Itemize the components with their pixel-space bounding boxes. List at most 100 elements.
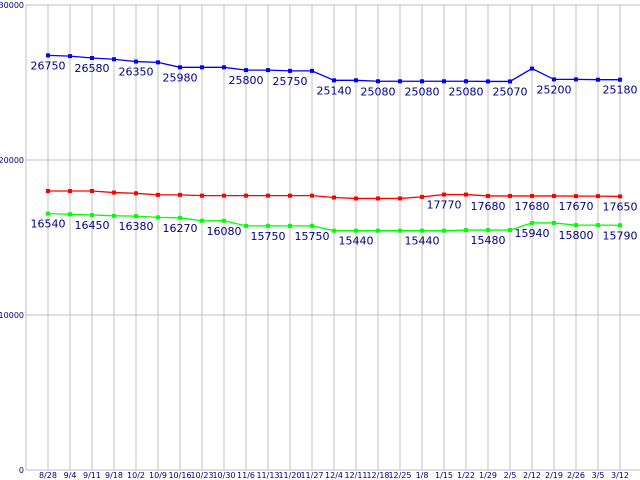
data-point bbox=[376, 79, 380, 84]
series-green: 16540 16450 16380 16270 16080 15750 15750 15440… bbox=[31, 211, 638, 248]
data-point bbox=[112, 57, 116, 62]
data-point bbox=[134, 214, 138, 219]
data-point bbox=[112, 190, 116, 195]
data-label: 16540 bbox=[31, 218, 66, 231]
data-point bbox=[200, 218, 204, 223]
data-point bbox=[244, 223, 248, 228]
data-point bbox=[376, 228, 380, 233]
x-tick-label: 12/4 bbox=[325, 471, 343, 480]
y-tick-label: 10000 bbox=[0, 311, 24, 320]
x-tick-label: 12/18 bbox=[366, 471, 389, 480]
data-point bbox=[442, 79, 446, 84]
data-label: 25080 bbox=[361, 85, 396, 98]
y-tick-label: 30000 bbox=[0, 1, 24, 10]
data-point bbox=[530, 193, 534, 198]
x-tick-label: 3/5 bbox=[592, 471, 605, 480]
data-label: 26580 bbox=[75, 62, 110, 75]
x-tick-label: 10/23 bbox=[190, 471, 213, 480]
x-tick-label: 1/15 bbox=[435, 471, 453, 480]
data-point bbox=[156, 192, 160, 197]
data-point bbox=[420, 228, 424, 233]
data-point bbox=[310, 193, 314, 198]
x-tick-label: 3/12 bbox=[611, 471, 629, 480]
data-label: 25200 bbox=[537, 83, 572, 96]
data-point bbox=[46, 53, 50, 58]
data-point bbox=[156, 215, 160, 220]
series-blue: 26750 26580 26350 25980 25800 25750 25140 25080… bbox=[31, 53, 638, 98]
x-tick-label: 1/29 bbox=[479, 471, 497, 480]
data-label: 15800 bbox=[559, 229, 594, 242]
data-label: 16380 bbox=[119, 220, 154, 233]
data-label: 25080 bbox=[449, 85, 484, 98]
data-point bbox=[244, 68, 248, 73]
data-point bbox=[332, 78, 336, 83]
data-label: 15750 bbox=[295, 230, 330, 243]
x-tick-label: 11/27 bbox=[300, 471, 323, 480]
data-label: 16450 bbox=[75, 219, 110, 232]
data-point bbox=[486, 193, 490, 198]
data-point bbox=[596, 194, 600, 199]
data-point bbox=[46, 211, 50, 216]
data-point bbox=[486, 79, 490, 84]
data-point bbox=[508, 79, 512, 84]
data-label: 15790 bbox=[603, 229, 638, 242]
data-point bbox=[596, 77, 600, 82]
data-point bbox=[398, 196, 402, 201]
data-point bbox=[178, 65, 182, 70]
y-tick-label: 0 bbox=[19, 466, 24, 475]
data-point bbox=[222, 193, 226, 198]
y-tick-label: 20000 bbox=[0, 156, 24, 165]
data-point bbox=[200, 65, 204, 70]
data-label: 26750 bbox=[31, 59, 66, 72]
data-point bbox=[420, 79, 424, 84]
x-tick-label: 8/28 bbox=[39, 471, 57, 480]
data-point bbox=[222, 65, 226, 70]
data-point bbox=[376, 196, 380, 201]
data-label: 16080 bbox=[207, 225, 242, 238]
data-point bbox=[288, 68, 292, 73]
x-tick-label: 11/6 bbox=[237, 471, 255, 480]
x-tick-label: 2/19 bbox=[545, 471, 563, 480]
x-tick-label: 2/12 bbox=[523, 471, 541, 480]
data-label: 25180 bbox=[603, 84, 638, 97]
grid bbox=[25, 4, 640, 471]
data-point bbox=[156, 60, 160, 65]
data-point bbox=[354, 196, 358, 201]
data-point bbox=[354, 78, 358, 83]
data-point bbox=[618, 77, 622, 82]
x-tick-label: 9/11 bbox=[83, 471, 101, 480]
data-point bbox=[90, 189, 94, 193]
data-point bbox=[90, 213, 94, 218]
series-group: 26750 26580 26350 25980 25800 25750 25140 25080… bbox=[31, 53, 638, 248]
data-point bbox=[244, 193, 248, 198]
data-label: 15940 bbox=[515, 227, 550, 240]
data-label: 25070 bbox=[493, 85, 528, 98]
data-point bbox=[222, 218, 226, 223]
data-label: 17770 bbox=[427, 199, 462, 212]
data-point bbox=[464, 228, 468, 233]
data-label: 25800 bbox=[229, 74, 264, 87]
data-point bbox=[464, 79, 468, 84]
data-label: 25750 bbox=[273, 75, 308, 88]
data-point bbox=[574, 77, 578, 82]
x-tick-label: 11/20 bbox=[278, 471, 301, 480]
data-point bbox=[508, 193, 512, 198]
x-tick-label: 10/2 bbox=[127, 471, 145, 480]
data-point bbox=[508, 228, 512, 233]
data-label: 17680 bbox=[471, 200, 506, 213]
x-tick-label: 12/25 bbox=[388, 471, 411, 480]
data-point bbox=[398, 228, 402, 233]
data-label: 26350 bbox=[119, 66, 154, 79]
data-label: 17670 bbox=[559, 200, 594, 213]
data-point bbox=[310, 223, 314, 228]
data-point bbox=[288, 223, 292, 228]
data-point bbox=[68, 189, 72, 193]
data-label: 15480 bbox=[471, 234, 506, 247]
data-point bbox=[530, 66, 534, 71]
data-point bbox=[266, 193, 270, 198]
data-point bbox=[332, 228, 336, 233]
data-point bbox=[552, 77, 556, 82]
data-point bbox=[46, 189, 50, 193]
